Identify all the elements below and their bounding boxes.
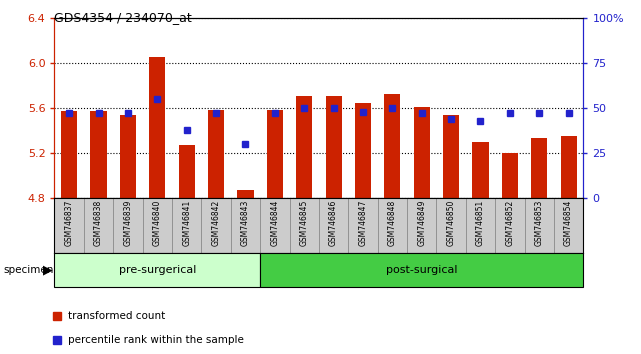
Text: GSM746840: GSM746840 (153, 199, 162, 246)
Text: GSM746847: GSM746847 (358, 199, 367, 246)
Text: GSM746842: GSM746842 (212, 199, 221, 246)
Bar (326, 96, 342, 198)
Bar (531, 138, 547, 198)
Text: GSM746854: GSM746854 (564, 199, 573, 246)
Text: GSM746851: GSM746851 (476, 199, 485, 246)
Bar (502, 153, 518, 198)
Bar (208, 110, 224, 198)
Text: GSM746849: GSM746849 (417, 199, 426, 246)
Text: GSM746838: GSM746838 (94, 199, 103, 246)
Bar (296, 96, 312, 198)
Text: GSM746837: GSM746837 (65, 199, 74, 246)
Text: GSM746850: GSM746850 (447, 199, 456, 246)
Text: ▶: ▶ (43, 263, 53, 276)
Text: transformed count: transformed count (68, 311, 165, 321)
Bar (120, 115, 136, 198)
Bar (90, 112, 106, 198)
Text: pre-surgerical: pre-surgerical (119, 265, 196, 275)
Bar (560, 136, 577, 198)
Text: GSM746843: GSM746843 (241, 199, 250, 246)
FancyBboxPatch shape (260, 253, 583, 287)
Bar (237, 190, 254, 198)
Text: GSM746844: GSM746844 (271, 199, 279, 246)
Text: GSM746841: GSM746841 (182, 199, 191, 246)
Bar (267, 110, 283, 198)
Bar (179, 145, 195, 198)
Bar (472, 142, 488, 198)
Text: specimen: specimen (3, 265, 54, 275)
FancyBboxPatch shape (54, 253, 260, 287)
Text: GSM746839: GSM746839 (124, 199, 133, 246)
Bar (149, 57, 165, 198)
Text: GDS4354 / 234070_at: GDS4354 / 234070_at (54, 11, 192, 24)
Bar (443, 115, 459, 198)
Bar (384, 95, 401, 198)
Text: GSM746845: GSM746845 (300, 199, 309, 246)
Text: GSM746848: GSM746848 (388, 199, 397, 246)
Bar (413, 107, 430, 198)
Bar (61, 112, 78, 198)
Text: post-surgical: post-surgical (386, 265, 458, 275)
Text: GSM746853: GSM746853 (535, 199, 544, 246)
Text: percentile rank within the sample: percentile rank within the sample (68, 335, 244, 345)
Bar (355, 103, 371, 198)
Text: GSM746846: GSM746846 (329, 199, 338, 246)
Text: GSM746852: GSM746852 (505, 199, 514, 246)
